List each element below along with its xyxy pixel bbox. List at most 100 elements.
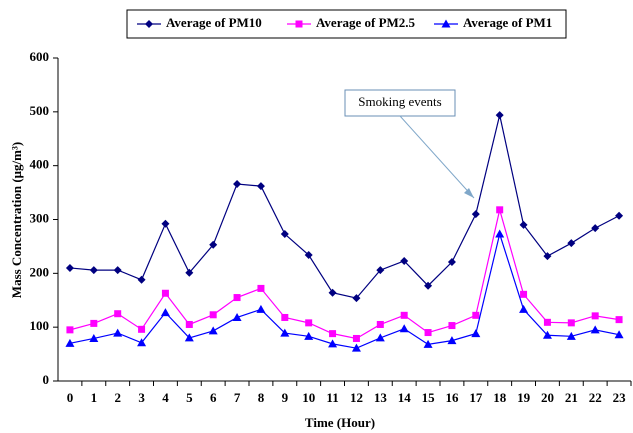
data-point bbox=[567, 319, 575, 327]
data-point bbox=[591, 224, 600, 233]
data-point bbox=[376, 320, 384, 328]
data-point bbox=[567, 239, 576, 248]
x-tick-label: 15 bbox=[422, 390, 436, 405]
data-point bbox=[472, 311, 480, 319]
data-point bbox=[542, 330, 552, 339]
data-point bbox=[208, 326, 218, 335]
data-point bbox=[328, 288, 337, 297]
data-point bbox=[113, 266, 122, 275]
x-tick-label: 21 bbox=[565, 390, 578, 405]
data-point bbox=[160, 308, 170, 317]
y-axis-label: Mass Concentration (μg/m³) bbox=[9, 142, 24, 298]
data-point bbox=[543, 252, 552, 261]
x-tick-label: 13 bbox=[374, 390, 388, 405]
legend-label: Average of PM10 bbox=[166, 15, 262, 30]
data-point bbox=[376, 266, 385, 275]
data-point bbox=[590, 325, 600, 334]
legend-marker bbox=[441, 19, 451, 28]
data-point bbox=[280, 230, 289, 239]
data-point bbox=[448, 322, 456, 330]
data-point bbox=[329, 330, 337, 338]
data-point bbox=[447, 258, 456, 267]
x-tick-label: 17 bbox=[469, 390, 483, 405]
data-point bbox=[304, 331, 314, 340]
data-point bbox=[89, 333, 99, 342]
y-tick-label: 300 bbox=[30, 210, 50, 225]
data-point bbox=[566, 331, 576, 340]
data-point bbox=[209, 240, 218, 249]
annotation-arrow bbox=[399, 115, 475, 199]
data-point bbox=[256, 304, 266, 313]
series-line bbox=[69, 231, 620, 349]
data-point bbox=[66, 326, 74, 334]
data-point bbox=[185, 268, 194, 277]
legend-label: Average of PM2.5 bbox=[316, 15, 416, 30]
x-tick-label: 10 bbox=[302, 390, 315, 405]
x-tick-label: 11 bbox=[326, 390, 338, 405]
data-point bbox=[543, 318, 551, 326]
x-tick-label: 12 bbox=[350, 390, 363, 405]
data-point bbox=[519, 304, 529, 313]
data-point bbox=[89, 266, 98, 275]
data-point bbox=[304, 251, 313, 260]
data-point bbox=[138, 325, 146, 333]
data-point bbox=[520, 290, 528, 298]
annotation: Smoking events bbox=[358, 94, 441, 109]
x-tick-label: 7 bbox=[234, 390, 241, 405]
data-point bbox=[256, 182, 265, 191]
x-tick-label: 1 bbox=[91, 390, 98, 405]
data-point bbox=[424, 281, 433, 290]
data-point bbox=[495, 229, 505, 238]
data-point bbox=[375, 333, 385, 342]
x-tick-label: 8 bbox=[258, 390, 265, 405]
data-point bbox=[400, 256, 409, 265]
legend-label: Average of PM1 bbox=[463, 15, 552, 30]
data-point bbox=[113, 328, 123, 337]
y-tick-label: 600 bbox=[30, 49, 50, 64]
data-point bbox=[90, 319, 98, 327]
data-point bbox=[281, 313, 289, 321]
data-point bbox=[496, 206, 504, 214]
x-tick-label: 4 bbox=[162, 390, 169, 405]
y-tick-label: 0 bbox=[43, 372, 50, 387]
data-point bbox=[424, 329, 432, 337]
data-point bbox=[399, 324, 409, 333]
data-point bbox=[352, 334, 360, 342]
data-point bbox=[615, 316, 623, 324]
x-tick-label: 9 bbox=[282, 390, 289, 405]
x-tick-label: 6 bbox=[210, 390, 217, 405]
data-point bbox=[233, 294, 241, 302]
data-point bbox=[257, 284, 265, 292]
data-point bbox=[280, 328, 290, 337]
legend-marker bbox=[145, 20, 153, 28]
data-point bbox=[591, 312, 599, 320]
x-tick-label: 19 bbox=[517, 390, 531, 405]
data-point bbox=[328, 339, 338, 348]
x-axis-label: Time (Hour) bbox=[305, 415, 375, 430]
legend-marker bbox=[295, 20, 303, 28]
data-point bbox=[65, 338, 75, 347]
data-point bbox=[65, 263, 74, 272]
data-point bbox=[232, 312, 242, 321]
data-point bbox=[114, 310, 122, 318]
data-point bbox=[161, 289, 169, 297]
data-point bbox=[233, 179, 242, 188]
data-point bbox=[161, 219, 170, 228]
data-point bbox=[305, 319, 313, 327]
x-tick-label: 2 bbox=[114, 390, 121, 405]
data-point bbox=[352, 294, 361, 303]
y-tick-label: 400 bbox=[30, 157, 50, 172]
series-line bbox=[69, 114, 620, 299]
data-point bbox=[137, 338, 147, 347]
data-point bbox=[495, 111, 504, 120]
y-tick-label: 200 bbox=[30, 264, 50, 279]
data-point bbox=[471, 329, 481, 338]
x-tick-label: 14 bbox=[398, 390, 412, 405]
data-point bbox=[519, 220, 528, 229]
x-tick-label: 0 bbox=[67, 390, 74, 405]
data-point bbox=[185, 320, 193, 328]
series-line bbox=[69, 209, 620, 340]
x-tick-label: 16 bbox=[445, 390, 459, 405]
data-point bbox=[351, 343, 361, 352]
